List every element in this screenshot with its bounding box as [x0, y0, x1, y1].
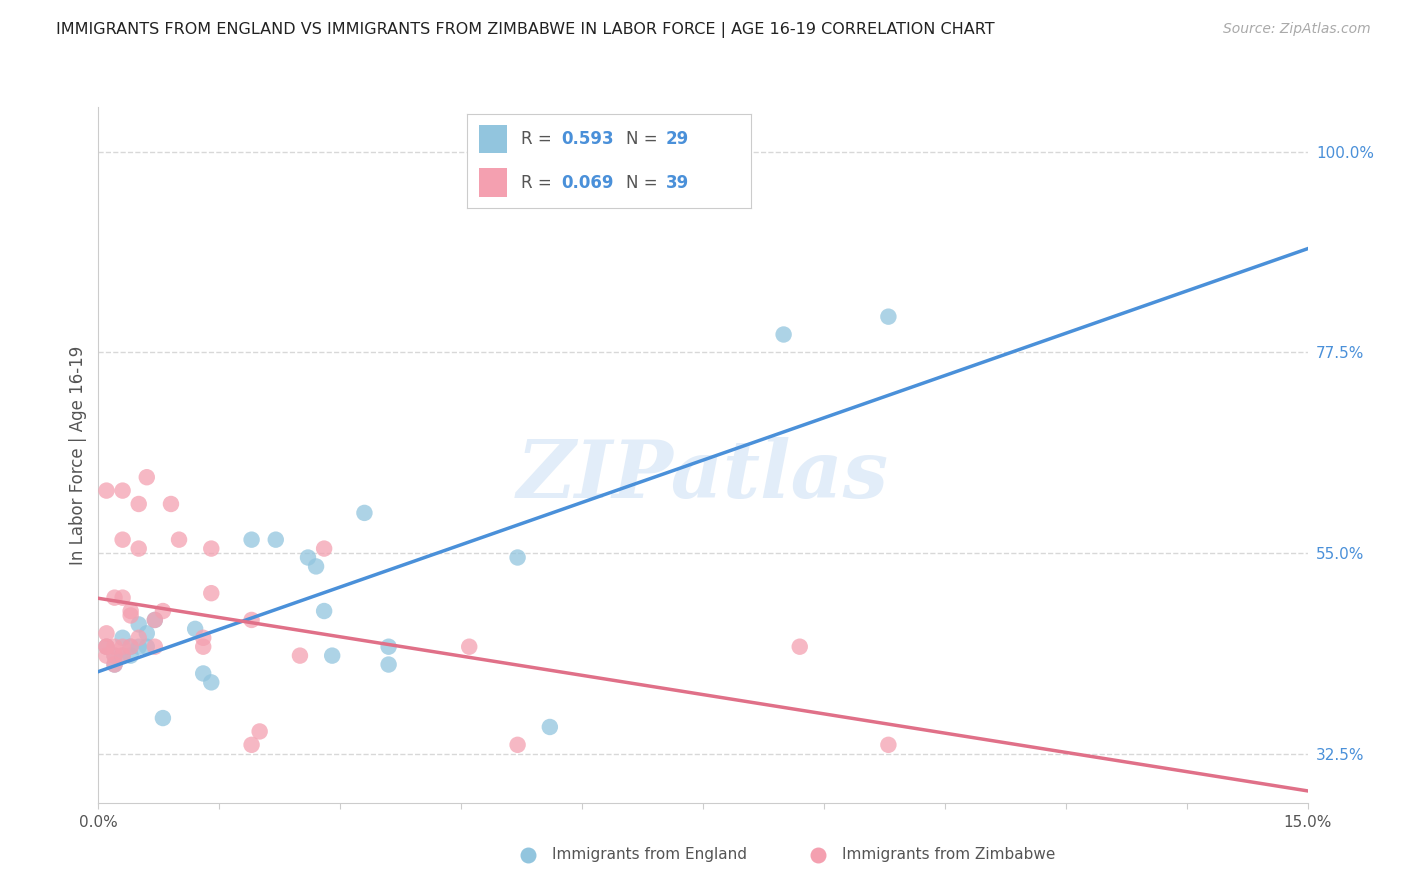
Point: [458, 640, 481, 654]
Point: [135, 640, 157, 654]
Point: [120, 648, 142, 663]
Point: [240, 613, 263, 627]
Point: [772, 327, 794, 342]
Point: [111, 591, 134, 605]
Point: [152, 711, 174, 725]
Point: [377, 657, 399, 672]
Point: [193, 640, 215, 654]
Point: [506, 550, 529, 565]
Point: [96, 483, 118, 498]
Point: [264, 533, 287, 547]
Y-axis label: In Labor Force | Age 16-19: In Labor Force | Age 16-19: [69, 345, 87, 565]
Point: [103, 648, 125, 663]
Point: [877, 310, 900, 324]
Point: [128, 640, 150, 654]
Point: [128, 497, 150, 511]
Point: [160, 497, 183, 511]
Point: [128, 617, 150, 632]
Point: [135, 470, 157, 484]
Point: [240, 738, 263, 752]
Point: [240, 533, 263, 547]
Point: [103, 648, 125, 663]
Point: [143, 613, 166, 627]
Point: [184, 622, 207, 636]
Point: [152, 604, 174, 618]
Point: [200, 541, 222, 556]
Text: Immigrants from Zimbabwe: Immigrants from Zimbabwe: [842, 847, 1056, 863]
Point: [321, 648, 343, 663]
Point: [103, 657, 125, 672]
Point: [377, 640, 399, 654]
Text: Source: ZipAtlas.com: Source: ZipAtlas.com: [1223, 22, 1371, 37]
Point: [193, 666, 215, 681]
Point: [103, 591, 125, 605]
Text: Immigrants from England: Immigrants from England: [553, 847, 747, 863]
Point: [297, 550, 319, 565]
Point: [96, 640, 118, 654]
Point: [249, 724, 271, 739]
Point: [538, 720, 561, 734]
Point: [111, 631, 134, 645]
Point: [96, 640, 118, 654]
Point: [353, 506, 375, 520]
Text: ZIPatlas: ZIPatlas: [517, 437, 889, 515]
Point: [135, 626, 157, 640]
Text: IMMIGRANTS FROM ENGLAND VS IMMIGRANTS FROM ZIMBABWE IN LABOR FORCE | AGE 16-19 C: IMMIGRANTS FROM ENGLAND VS IMMIGRANTS FR…: [56, 22, 995, 38]
Point: [96, 648, 118, 663]
Point: [96, 626, 118, 640]
Point: [314, 604, 336, 618]
Point: [314, 541, 336, 556]
Point: [120, 640, 142, 654]
Point: [120, 608, 142, 623]
Point: [506, 738, 529, 752]
Point: [200, 586, 222, 600]
Point: [193, 631, 215, 645]
Point: [877, 738, 900, 752]
Point: [120, 640, 142, 654]
Point: [200, 675, 222, 690]
Point: [167, 533, 190, 547]
Point: [111, 483, 134, 498]
Point: [288, 648, 311, 663]
Point: [111, 533, 134, 547]
Point: [143, 613, 166, 627]
Point: [96, 640, 118, 654]
Point: [305, 559, 328, 574]
Point: [128, 541, 150, 556]
Point: [789, 640, 811, 654]
Point: [103, 640, 125, 654]
Point: [103, 657, 125, 672]
Point: [111, 640, 134, 654]
Point: [143, 640, 166, 654]
Point: [111, 648, 134, 663]
Point: [120, 604, 142, 618]
Point: [128, 631, 150, 645]
Point: [111, 648, 134, 663]
